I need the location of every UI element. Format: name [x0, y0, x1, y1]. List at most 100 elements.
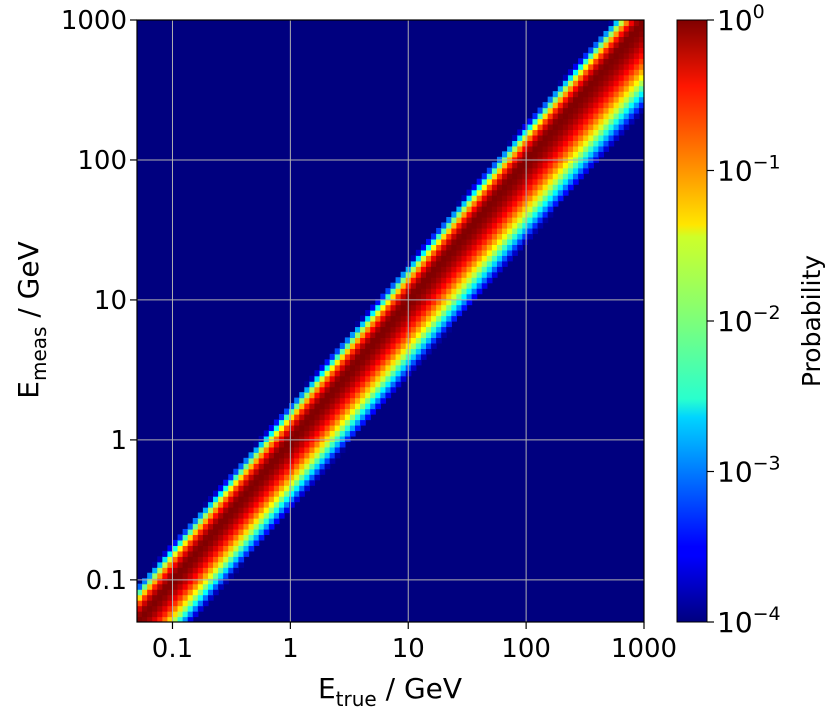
- heatmap-cell: [390, 310, 397, 317]
- heatmap-cell: [329, 441, 336, 448]
- heatmap-cell: [507, 200, 513, 207]
- heatmap-cell: [314, 457, 321, 464]
- heatmap-cell: [436, 277, 442, 284]
- heatmap-cell: [547, 140, 554, 147]
- heatmap-cell: [486, 266, 493, 273]
- heatmap-cell: [471, 211, 478, 218]
- heatmap-cell: [218, 561, 224, 568]
- heatmap-cell: [436, 233, 442, 240]
- heatmap-cell: [436, 310, 442, 317]
- heatmap-cell: [436, 288, 442, 295]
- heatmap-cell: [557, 129, 564, 136]
- heatmap-cell: [263, 435, 270, 442]
- heatmap-cell: [385, 326, 392, 333]
- heatmap-cell: [172, 605, 179, 612]
- heatmap-cell: [314, 468, 321, 475]
- heatmap-cell: [446, 277, 452, 284]
- heatmap-cell: [253, 518, 260, 525]
- heatmap-cell: [177, 572, 184, 579]
- heatmap-cell: [177, 611, 184, 618]
- heatmap-cell: [502, 211, 508, 218]
- heatmap-cell: [532, 140, 539, 147]
- heatmap-cell: [182, 534, 189, 541]
- heatmap-cell: [385, 359, 392, 366]
- heatmap-cell: [451, 217, 458, 224]
- heatmap-cell: [603, 129, 610, 136]
- heatmap-cell: [420, 342, 427, 349]
- heatmap-cell: [243, 457, 250, 464]
- heatmap-cell: [451, 310, 458, 317]
- heatmap-cell: [613, 20, 620, 27]
- heatmap-cell: [588, 134, 594, 141]
- heatmap-cell: [598, 47, 605, 54]
- heatmap-cell: [451, 255, 458, 262]
- heatmap-cell: [273, 512, 280, 519]
- heatmap-cell: [507, 238, 513, 245]
- heatmap-cell: [152, 561, 158, 568]
- heatmap-cell: [182, 528, 189, 536]
- heatmap-cell: [324, 457, 331, 464]
- heatmap-cell: [142, 605, 148, 612]
- heatmap-cell: [304, 397, 310, 404]
- heatmap-cell: [522, 162, 528, 169]
- heatmap-cell: [613, 113, 620, 120]
- heatmap-cell: [491, 233, 498, 240]
- heatmap-cell: [344, 403, 351, 410]
- heatmap-cell: [137, 594, 143, 601]
- heatmap-cell: [542, 200, 549, 207]
- heatmap-cell: [202, 561, 209, 568]
- heatmap-cell: [512, 206, 518, 213]
- heatmap-cell: [349, 370, 356, 377]
- heatmap-cell: [294, 457, 300, 464]
- heatmap-cell: [253, 441, 260, 448]
- heatmap-cell: [512, 195, 518, 202]
- heatmap-cell: [486, 249, 493, 256]
- heatmap-cell: [182, 583, 189, 590]
- heatmap-cell: [608, 69, 615, 76]
- heatmap-cell: [314, 414, 321, 421]
- heatmap-cell: [253, 523, 260, 530]
- heatmap-cell: [334, 381, 341, 388]
- x-tick-label: 1000: [611, 634, 677, 664]
- heatmap-cell: [385, 353, 392, 360]
- heatmap-cell: [507, 178, 513, 185]
- heatmap-cell: [370, 342, 376, 349]
- heatmap-cell: [268, 441, 275, 448]
- heatmap-cell: [304, 435, 310, 442]
- heatmap-cell: [334, 397, 341, 404]
- heatmap-cell: [425, 337, 432, 344]
- heatmap-cell: [425, 271, 432, 278]
- heatmap-cell: [461, 244, 468, 251]
- heatmap-cell: [243, 507, 250, 514]
- heatmap-cell: [314, 435, 321, 442]
- heatmap-cell: [329, 430, 336, 437]
- heatmap-cell: [557, 162, 564, 169]
- heatmap-cell: [360, 359, 366, 366]
- heatmap-cell: [507, 211, 513, 218]
- heatmap-cell: [425, 293, 432, 300]
- colorbar-tick-label: 10−3: [717, 453, 781, 489]
- heatmap-cell: [441, 255, 447, 262]
- heatmap-cell: [243, 528, 250, 536]
- heatmap-cell: [578, 167, 584, 174]
- heatmap-cell: [202, 518, 209, 525]
- heatmap-cell: [284, 430, 290, 437]
- heatmap-cell: [360, 364, 366, 371]
- heatmap-cell: [471, 249, 478, 256]
- heatmap-cell: [258, 441, 265, 448]
- heatmap-cell: [512, 200, 518, 207]
- heatmap-cell: [532, 206, 539, 213]
- heatmap-cell: [613, 107, 620, 114]
- heatmap-cell: [547, 145, 554, 152]
- heatmap-cell: [243, 501, 250, 508]
- heatmap-cell: [446, 238, 452, 245]
- heatmap-cell: [365, 397, 371, 404]
- heatmap-cell: [182, 550, 189, 557]
- heatmap-cell: [603, 145, 610, 152]
- heatmap-cell: [390, 315, 397, 322]
- heatmap-cell: [552, 102, 559, 109]
- heatmap-cell: [360, 392, 366, 399]
- heatmap-cell: [431, 271, 437, 278]
- heatmap-cell: [172, 589, 179, 596]
- heatmap-cell: [547, 118, 554, 125]
